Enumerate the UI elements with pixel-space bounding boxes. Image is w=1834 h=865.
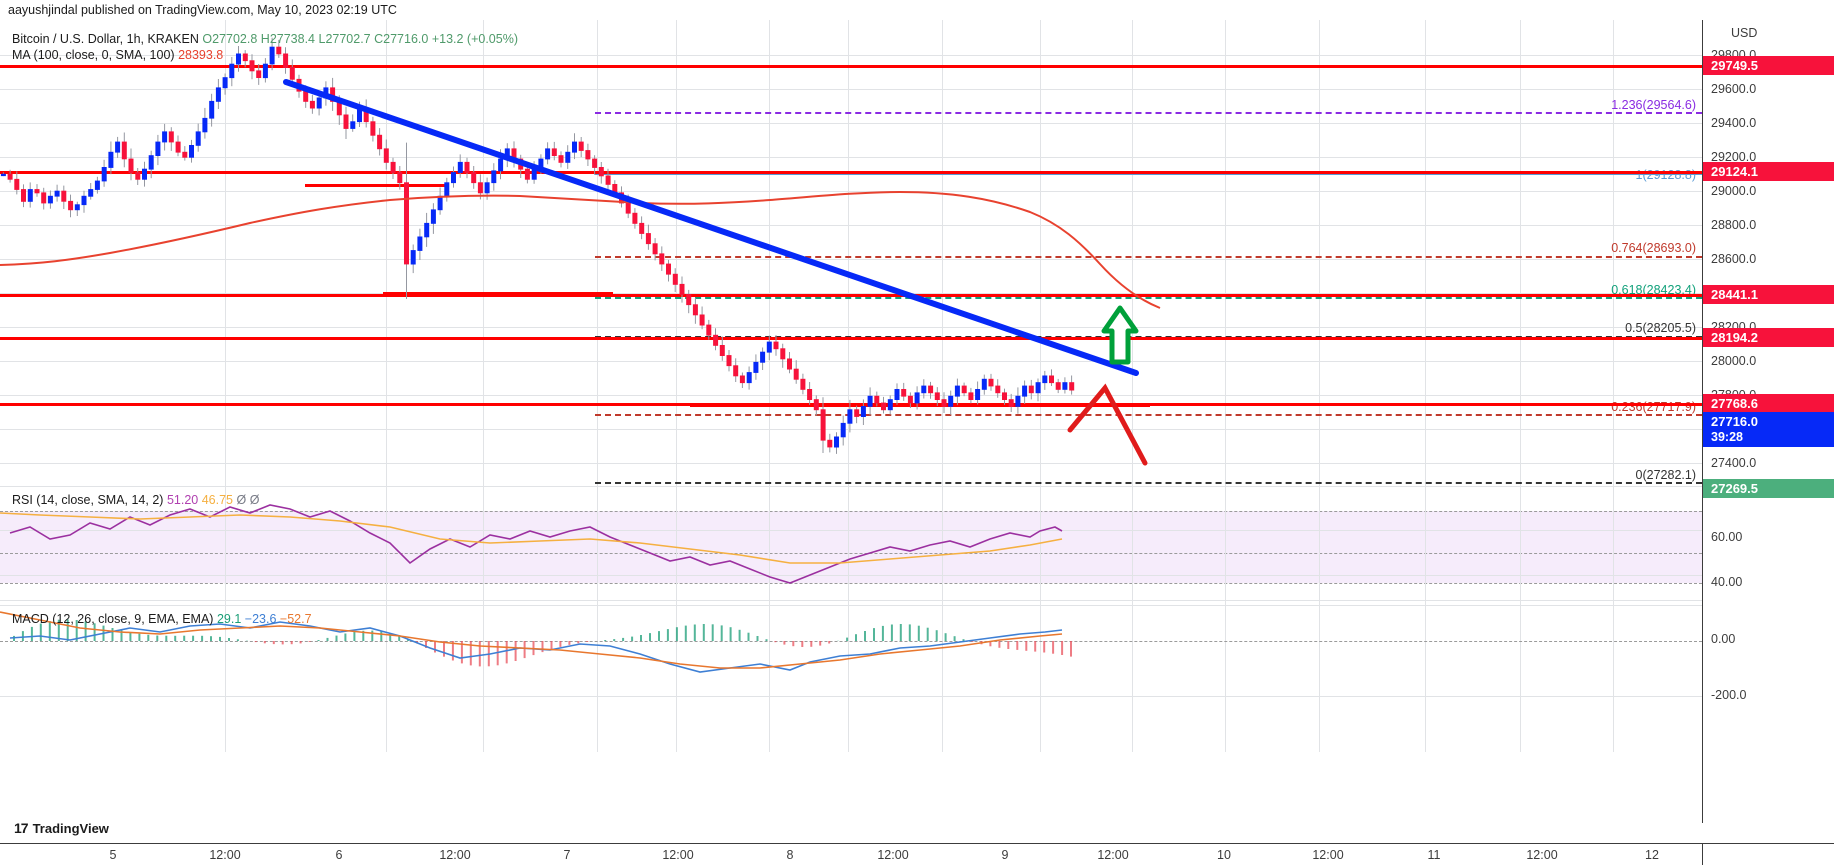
fib-line-0	[595, 482, 1702, 484]
price-badge-28441: 28441.1	[1703, 285, 1834, 304]
time-tick: 7	[564, 848, 571, 862]
price-badge-27768: 27768.6	[1703, 394, 1834, 413]
ohlc-low-value: 27702.7	[325, 32, 370, 46]
price-tick: 28800.0	[1711, 218, 1756, 232]
ohlc-open-label: O	[202, 32, 212, 46]
macd-series-svg	[0, 606, 1702, 752]
macd-pane[interactable]: MACD (12, 26, close, 9, EMA, EMA) 29.1 −…	[0, 606, 1702, 752]
price-tick: 29600.0	[1711, 82, 1756, 96]
price-badge-current: 27716.0	[1703, 412, 1834, 431]
fib-line-0236	[595, 414, 1702, 416]
rsi-legend-extra2: Ø	[250, 493, 260, 507]
time-tick: 12:00	[877, 848, 908, 862]
fib-label-1236: 1.236(29564.6)	[1611, 98, 1696, 112]
macd-line	[10, 622, 1062, 672]
time-tick: 12:00	[1526, 848, 1557, 862]
forecast-path	[1070, 388, 1145, 463]
macd-tick: 0.00	[1711, 632, 1735, 646]
tradingview-logo-icon: 17	[14, 820, 28, 836]
rsi-pane[interactable]: RSI (14, close, SMA, 14, 2) 51.20 46.75 …	[0, 487, 1702, 605]
macd-legend-histogram: −52.7	[280, 612, 312, 626]
time-tick: 9	[1002, 848, 1009, 862]
rsi-tick: 60.00	[1711, 530, 1742, 544]
attribution-bar: aayushjindal published on TradingView.co…	[0, 0, 1834, 20]
ma-legend-title: MA (100, close, 0, SMA, 100)	[12, 48, 175, 62]
fib-label-05: 0.5(28205.5)	[1625, 321, 1696, 335]
rsi-legend-title: RSI (14, close, SMA, 14, 2)	[12, 493, 163, 507]
price-tick: 27400.0	[1711, 456, 1756, 470]
price-tick: 29000.0	[1711, 184, 1756, 198]
time-axis[interactable]: 5 12:00 6 12:00 7 12:00 8 12:00 9 12:00 …	[0, 843, 1702, 865]
price-axis[interactable]: USD 29800.0 29600.0 29400.0 29200.0 2900…	[1702, 20, 1834, 823]
ohlc-close-value: 27716.0	[383, 32, 428, 46]
ohlc-high-label: H	[261, 32, 270, 46]
rsi-legend-value: 51.20	[167, 493, 198, 507]
resistance-line-29124	[0, 171, 1702, 174]
price-badge-27269: 27269.5	[1703, 479, 1834, 498]
rsi-legend-extra1: Ø	[236, 493, 246, 507]
resistance-line-29749	[0, 65, 1702, 68]
axis-corner	[1702, 843, 1834, 865]
time-tick: 12:00	[1312, 848, 1343, 862]
bar-countdown: 39:28	[1703, 430, 1834, 447]
resistance-line-28194	[0, 337, 1702, 340]
local-support-segment	[690, 404, 1150, 407]
fib-line-0618	[595, 297, 1702, 299]
tradingview-branding[interactable]: 17 TradingView	[14, 820, 109, 836]
time-tick: 12	[1645, 848, 1659, 862]
price-tick: 28600.0	[1711, 252, 1756, 266]
time-tick: 5	[110, 848, 117, 862]
rsi-zone-band	[0, 511, 1702, 583]
rsi-tick: 40.00	[1711, 575, 1742, 589]
time-tick: 12:00	[209, 848, 240, 862]
rsi-legend[interactable]: RSI (14, close, SMA, 14, 2) 51.20 46.75 …	[12, 493, 259, 507]
price-badge-28194: 28194.2	[1703, 328, 1834, 347]
symbol-legend-title: Bitcoin / U.S. Dollar, 1h, KRAKEN	[12, 32, 199, 46]
local-resistance-segment-a	[305, 184, 445, 187]
resistance-line-28441	[0, 294, 1702, 297]
time-tick: 12:00	[439, 848, 470, 862]
macd-tick: -200.0	[1711, 688, 1746, 702]
symbol-legend[interactable]: Bitcoin / U.S. Dollar, 1h, KRAKEN O27702…	[12, 32, 518, 46]
local-resistance-segment-b	[383, 292, 613, 295]
ohlc-change: +13.2 (+0.05%)	[432, 32, 518, 46]
descending-trendline	[286, 82, 1136, 373]
fib-line-0764	[595, 256, 1702, 258]
ma-legend-value: 28393.8	[178, 48, 223, 62]
macd-legend-title: MACD (12, 26, close, 9, EMA, EMA)	[12, 612, 213, 626]
price-pane[interactable]: ⚡ Bitcoin / U.S. Dollar, 1h, KRAKEN O277…	[0, 20, 1702, 486]
rsi-legend-smoothed: 46.75	[202, 493, 233, 507]
price-tick: 29400.0	[1711, 116, 1756, 130]
price-tick: 28000.0	[1711, 354, 1756, 368]
fib-label-0: 0(27282.1)	[1636, 468, 1696, 482]
macd-legend-signal: −23.6	[245, 612, 277, 626]
price-axis-unit: USD	[1731, 26, 1757, 40]
fib-label-0764: 0.764(28693.0)	[1611, 241, 1696, 255]
chart-frame[interactable]: ⚡ Bitcoin / U.S. Dollar, 1h, KRAKEN O277…	[0, 20, 1834, 823]
ma-legend[interactable]: MA (100, close, 0, SMA, 100) 28393.8	[12, 48, 223, 62]
ohlc-close-label: C	[374, 32, 383, 46]
time-tick: 12:00	[662, 848, 693, 862]
time-tick: 6	[336, 848, 343, 862]
tradingview-logo-label: TradingView	[33, 821, 109, 836]
macd-legend-value: 29.1	[217, 612, 241, 626]
time-tick: 10	[1217, 848, 1231, 862]
fib-line-1236	[595, 112, 1702, 114]
price-badge-29749: 29749.5	[1703, 56, 1834, 75]
time-tick: 11	[1428, 848, 1441, 862]
price-badge-29124: 29124.1	[1703, 162, 1834, 181]
ohlc-high-value: 27738.4	[270, 32, 315, 46]
time-tick: 8	[787, 848, 794, 862]
ohlc-open-value: 27702.8	[212, 32, 257, 46]
time-tick: 12:00	[1097, 848, 1128, 862]
macd-legend[interactable]: MACD (12, 26, close, 9, EMA, EMA) 29.1 −…	[12, 612, 312, 626]
